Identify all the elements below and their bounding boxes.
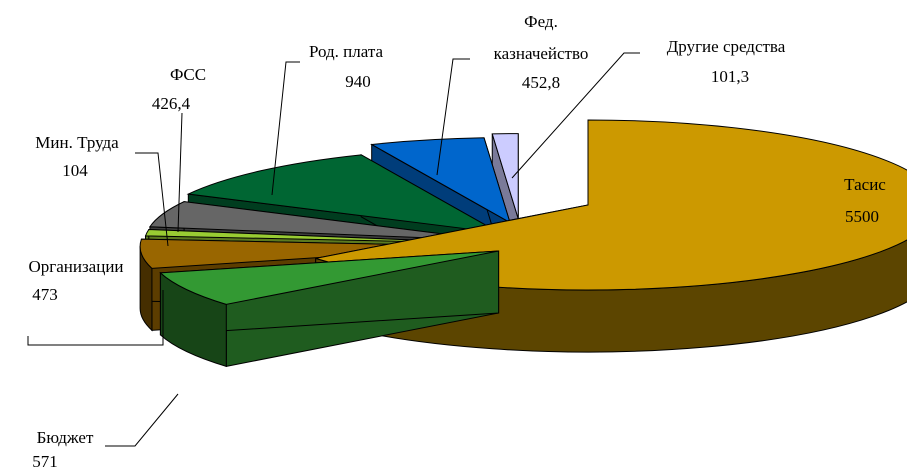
label-fss-name: ФСС [170, 65, 206, 84]
label-fed-kazn: Фед. казначейство 452,8 [494, 12, 589, 92]
label-rod-plata-name: Род. плата [309, 42, 384, 61]
leader-line-organizations [27, 290, 164, 346]
leader-line-min_truda [135, 152, 169, 247]
leader-line-budget [105, 393, 179, 447]
label-fss: ФСС 426,4 [152, 65, 206, 113]
label-other-name: Другие средства [667, 37, 786, 56]
label-fed-kazn-line2: казначейство [494, 44, 589, 63]
leader-line-fss [177, 112, 183, 233]
label-fss-value: 426,4 [152, 94, 191, 113]
label-min-truda: Мин. Труда 104 [35, 133, 119, 180]
label-tasis-value: 5500 [845, 207, 879, 226]
label-budget-value: 571 [32, 452, 58, 471]
label-rod-plata: Род. плата 940 [309, 42, 384, 91]
label-tasis-name: Тасис [844, 175, 886, 194]
label-min-truda-name: Мин. Труда [35, 133, 119, 152]
label-other-value: 101,3 [711, 67, 749, 86]
label-fed-kazn-line1: Фед. [524, 12, 558, 31]
slice-rod_plata-top [186, 154, 500, 234]
leader-line-fed_kazn [436, 58, 470, 176]
slice-fss-top [149, 201, 496, 242]
leader-line-rod_plata [271, 61, 300, 196]
slice-min_truda-top [144, 228, 495, 244]
slice-fed_kazn-top [370, 137, 511, 224]
leader-lines [27, 52, 640, 447]
label-rod-plata-value: 940 [345, 72, 371, 91]
label-organizations-value: 473 [32, 285, 58, 304]
label-fed-kazn-value: 452,8 [522, 73, 560, 92]
label-other: Другие средства 101,3 [667, 37, 786, 86]
label-min-truda-value: 104 [62, 161, 88, 180]
slice-budget [159, 250, 500, 368]
slices-layer [139, 119, 907, 368]
label-organizations-name: Организации [28, 257, 123, 276]
label-budget-name: Бюджет [37, 428, 94, 447]
slice-other-top [491, 133, 519, 219]
label-tasis: Тасис 5500 [844, 175, 886, 226]
label-budget: Бюджет 571 [32, 428, 94, 471]
slice-budget-top [159, 250, 499, 305]
label-organizations: Организации 473 [28, 257, 123, 304]
leader-line-other [511, 52, 640, 179]
